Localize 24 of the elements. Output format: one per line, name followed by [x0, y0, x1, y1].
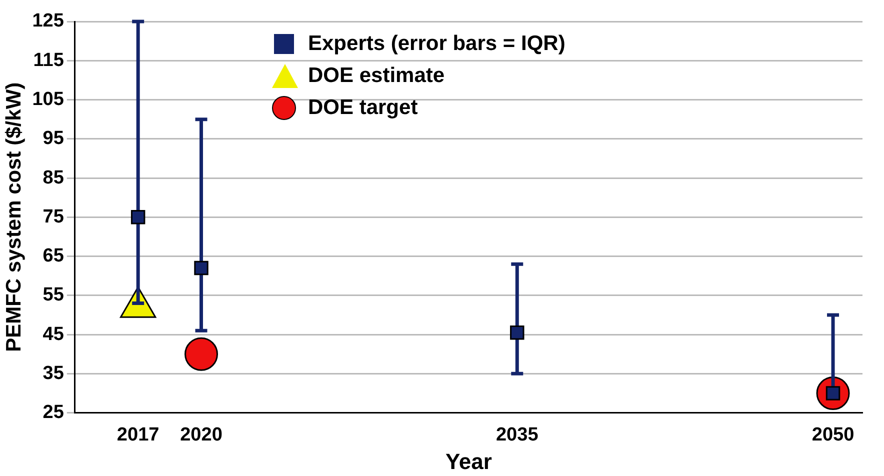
x-tick-label: 2020	[180, 424, 222, 446]
y-tick-label: 65	[42, 246, 64, 267]
y-tick-label: 95	[42, 128, 64, 150]
y-tick-label: 75	[42, 206, 64, 228]
y-tick-label: 105	[32, 88, 64, 110]
x-axis-title: Year	[445, 448, 492, 474]
point	[130, 210, 146, 224]
x-tick-label: 2017	[116, 424, 160, 446]
point	[184, 337, 218, 371]
legend-label: Experts (error bars = IQR)	[308, 32, 566, 56]
y-tick-label: 45	[42, 324, 64, 345]
x-tick-label: 2050	[812, 424, 854, 446]
y-tick-label: 35	[42, 362, 64, 384]
y-axis-title: PEMFC system cost ($/kW)	[2, 82, 26, 352]
y-tick-label: 85	[42, 167, 64, 188]
x-tick-label: 2035	[496, 424, 539, 446]
point	[194, 260, 208, 276]
legend-label: DOE target	[308, 96, 418, 120]
y-tick-label: 25	[42, 402, 64, 424]
y-tick-label: 55	[42, 284, 64, 306]
y-tick-label: 125	[32, 10, 64, 32]
point	[510, 325, 524, 340]
legend-label: DOE estimate	[308, 64, 445, 88]
y-tick-label: 115	[33, 50, 64, 71]
